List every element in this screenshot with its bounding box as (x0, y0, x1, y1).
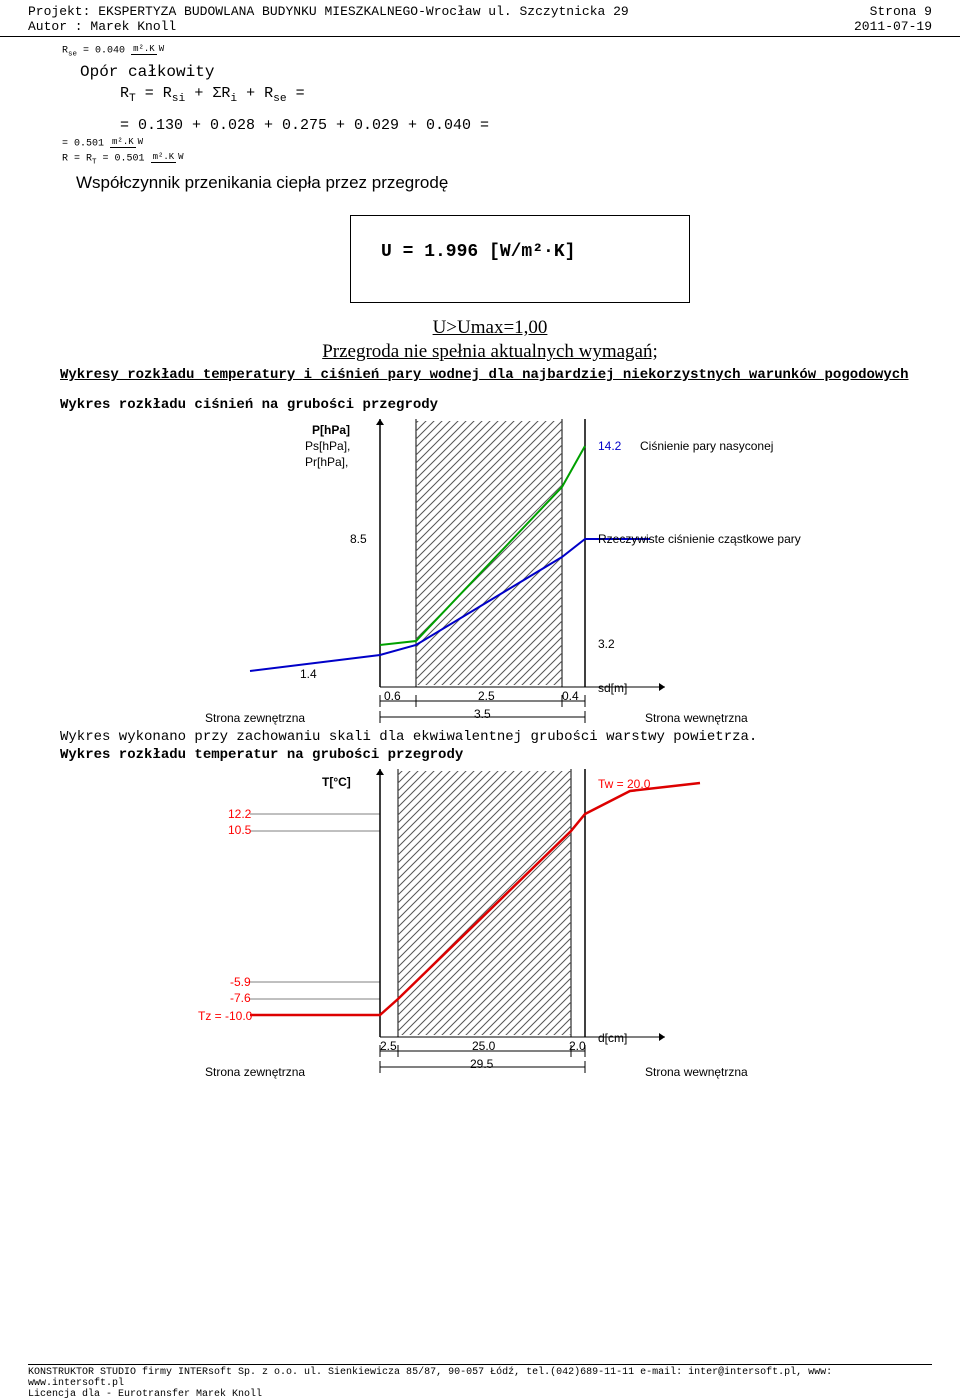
v-12-2: 12.2 (228, 807, 251, 821)
header: Projekt: EKSPERTYZA BUDOWLANA BUDYNKU MI… (0, 0, 960, 37)
val-14-2: 14.2 (598, 439, 621, 453)
w2-250: 25.0 (472, 1039, 495, 1053)
right-side2: Strona wewnętrzna (645, 1065, 748, 1079)
footer-line2: Licencja dla - Eurotransfer Marek Knoll (28, 1389, 932, 1400)
formula-rse: Rse = 0.040 m².KW (62, 45, 920, 59)
umax-line: U>Umax=1,00 (60, 317, 920, 339)
v-10-5: 10.5 (228, 823, 251, 837)
sum-35: 3.5 (474, 707, 491, 721)
ylabel-p: P[hPa] (312, 423, 350, 437)
val-8-5: 8.5 (350, 532, 367, 546)
content: Rse = 0.040 m².KW Opór całkowity RT = Rs… (0, 37, 960, 1079)
warning-line: Przegroda nie spełnia aktualnych wymagań… (60, 341, 920, 363)
main-heading: Współczynnik przenikania ciepła przez pr… (76, 173, 920, 193)
pressure-chart-svg (100, 419, 880, 729)
section2: Wykres rozkładu ciśnień na grubości prze… (60, 397, 920, 413)
page-num: Strona 9 (870, 4, 932, 19)
w2-20: 2.0 (569, 1039, 586, 1053)
tz-label: Tz = -10.0 (198, 1009, 252, 1023)
u-result: U = 1.996 [W/m²·K] (381, 242, 575, 262)
header-right: Strona 9 2011-07-19 (854, 4, 932, 34)
right-side: Strona wewnętrzna (645, 711, 748, 725)
result2: R = RT = 0.501 m².KW (62, 153, 920, 167)
ylabel-t: T[°C] (322, 775, 351, 789)
footer: KONSTRUKTOR STUDIO firmy INTERsoft Sp. z… (28, 1364, 932, 1400)
sum-line: = 0.130 + 0.028 + 0.275 + 0.029 + 0.040 … (120, 117, 920, 134)
u-result-box: U = 1.996 [W/m²·K] (350, 215, 690, 303)
result1: = 0.501 m².KW (62, 138, 920, 150)
footer-line1: KONSTRUKTOR STUDIO firmy INTERsoft Sp. z… (28, 1367, 932, 1389)
ylabel-ps: Ps[hPa], (305, 439, 350, 453)
note2: Wykres rozkładu temperatur na grubości p… (60, 747, 920, 763)
v-minus59: -5.9 (230, 975, 251, 989)
w-06: 0.6 (384, 689, 401, 703)
val-3-2: 3.2 (598, 637, 615, 651)
xaxis-d: d[cm] (598, 1031, 627, 1045)
w-04: 0.4 (562, 689, 579, 703)
project-label: Projekt: (28, 4, 90, 19)
temperature-chart-svg (100, 769, 880, 1079)
section1: Wykresy rozkładu temperatury i ciśnień p… (60, 367, 920, 383)
project-title: EKSPERTYZA BUDOWLANA BUDYNKU MIESZKALNEG… (98, 4, 629, 19)
pressure-chart: P[hPa] Ps[hPa], Pr[hPa], 14.2 Ciśnienie … (100, 419, 880, 729)
page-date: 2011-07-19 (854, 19, 932, 34)
author-label: Autor : (28, 19, 83, 34)
note1: Wykres wykonano przy zachowaniu skali dl… (60, 729, 920, 745)
w-25: 2.5 (478, 689, 495, 703)
lbl-actual: Rzeczywiste ciśnienie cząstkowe pary (598, 532, 801, 546)
sum-295: 29.5 (470, 1057, 493, 1071)
val-1-4: 1.4 (300, 667, 317, 681)
rt-formula: RT = Rsi + ΣRi + Rse = (120, 85, 920, 105)
author-name: Marek Knoll (90, 19, 176, 34)
left-side2: Strona zewnętrzna (205, 1065, 305, 1079)
w2-25a: 2.5 (380, 1039, 397, 1053)
v-minus76: -7.6 (230, 991, 251, 1005)
tw-label: Tw = 20.0 (598, 777, 650, 791)
ylabel-pr: Pr[hPa], (305, 455, 348, 469)
temperature-chart: T[°C] Tw = 20.0 12.2 10.5 -5.9 -7.6 Tz =… (100, 769, 880, 1079)
left-side: Strona zewnętrzna (205, 711, 305, 725)
lbl-saturation: Ciśnienie pary nasyconej (640, 439, 773, 453)
opor-heading: Opór całkowity (80, 63, 920, 81)
xaxis-sd: sd[m] (598, 681, 627, 695)
header-left: Projekt: EKSPERTYZA BUDOWLANA BUDYNKU MI… (28, 4, 629, 34)
